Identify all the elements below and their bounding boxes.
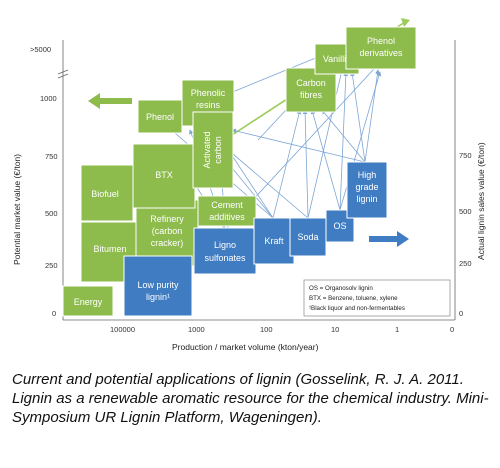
box-soda: Soda [289, 217, 327, 257]
box-lignosulfonates: Ligno sulfonates [193, 227, 257, 275]
x-tick: 0 [450, 325, 454, 334]
y-left-tick: 1000 [40, 94, 57, 103]
svg-text:carbon: carbon [213, 136, 223, 164]
box-phenol: Phenol [137, 99, 183, 134]
svg-text:Phenol: Phenol [146, 112, 174, 122]
svg-text:(carbon: (carbon [152, 226, 183, 236]
y-left-tick: 0 [52, 309, 56, 318]
y-left-tick: >5000 [30, 45, 51, 54]
box-btx: BTX [132, 143, 196, 209]
legend: OS = Organosolv lignin BTX = Benzene, to… [303, 279, 451, 317]
svg-text:Cement: Cement [211, 200, 243, 210]
x-tick: 1 [395, 325, 399, 334]
axis-break-mark [57, 73, 69, 79]
green-left-arrow [88, 93, 132, 109]
box-energy: Energy [62, 285, 114, 317]
svg-text:Carbon: Carbon [296, 78, 326, 88]
svg-text:Energy: Energy [74, 297, 103, 307]
svg-text:derivatives: derivatives [359, 48, 403, 58]
svg-text:Activated: Activated [202, 131, 212, 168]
green-arrow-head [401, 18, 410, 27]
box-high-grade-lignin: High grade lignin [346, 161, 388, 219]
svg-text:Bitumen: Bitumen [93, 244, 126, 254]
svg-text:High: High [358, 170, 377, 180]
svg-text:lignin: lignin [356, 194, 377, 204]
y-right-axis-title: Actual lignin sales value (€/ton) [476, 142, 486, 260]
svg-text:Kraft: Kraft [264, 236, 284, 246]
svg-text:Vanillin: Vanillin [323, 54, 351, 64]
box-low-purity-lignin: Low purity lignin¹ [123, 255, 193, 317]
x-tick: 100 [260, 325, 273, 334]
svg-text:lignin¹: lignin¹ [146, 292, 170, 302]
svg-text:Ligno: Ligno [214, 240, 236, 250]
y-right-tick: 250 [459, 259, 472, 268]
box-refinery: Refinery (carbon cracker) [135, 199, 199, 267]
svg-text:fibres: fibres [300, 90, 323, 100]
y-left-tick: 750 [45, 152, 58, 161]
legend-item: OS = Organosolv lignin [309, 285, 373, 292]
x-tick: 1000 [188, 325, 205, 334]
axis-break-mark [57, 69, 69, 75]
lignin-applications-diagram: >5000 1000 750 500 250 0 750 500 250 0 1… [12, 18, 486, 352]
legend-item: BTX = Benzene, toluene, xylene [309, 295, 398, 302]
x-tick: 100000 [110, 325, 135, 334]
svg-text:Low purity: Low purity [137, 280, 179, 290]
box-phenol-derivatives: Phenol derivatives [345, 26, 417, 70]
svg-text:grade: grade [355, 182, 378, 192]
blue-right-arrow [369, 231, 409, 247]
svg-text:BTX: BTX [155, 170, 173, 180]
box-biofuel: Biofuel [80, 164, 134, 222]
svg-text:Refinery: Refinery [150, 214, 184, 224]
y-right-tick: 0 [459, 309, 463, 318]
box-activated-carbon: Activated carbon [192, 111, 234, 189]
legend-item: ¹Black liquor and non-fermentables [309, 305, 405, 312]
y-right-tick: 750 [459, 151, 472, 160]
svg-text:sulfonates: sulfonates [204, 253, 246, 263]
svg-text:Soda: Soda [297, 232, 318, 242]
y-left-tick: 250 [45, 261, 58, 270]
y-right-tick: 500 [459, 207, 472, 216]
box-cement-additives: Cement additives [197, 195, 257, 227]
figure-caption: Current and potential applications of li… [12, 371, 489, 426]
svg-text:Biofuel: Biofuel [91, 189, 119, 199]
box-kraft: Kraft [253, 217, 295, 265]
x-axis-title: Production / market volume (kton/year) [172, 342, 319, 352]
x-tick: 10 [331, 325, 339, 334]
box-carbon-fibres: Carbon fibres [285, 67, 337, 113]
svg-text:Phenol: Phenol [367, 36, 395, 46]
svg-text:cracker): cracker) [151, 238, 184, 248]
svg-text:resins: resins [196, 100, 221, 110]
y-left-tick: 500 [45, 209, 58, 218]
y-left-axis-title: Potential market value (€/ton) [12, 154, 22, 265]
svg-text:additives: additives [209, 212, 245, 222]
svg-text:OS: OS [333, 221, 346, 231]
svg-text:Phenolic: Phenolic [191, 88, 226, 98]
